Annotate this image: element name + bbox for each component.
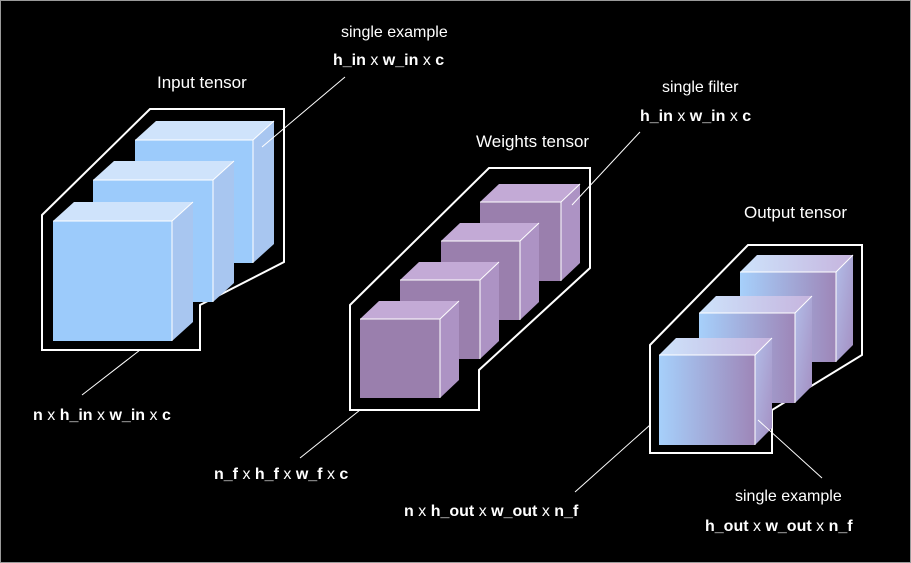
output-tensor [574, 244, 863, 493]
dim-n-f: n_f [828, 518, 853, 535]
dim-sep: x [541, 503, 550, 520]
input-single-example-label: single example [341, 24, 448, 41]
output-tensor-outline [649, 244, 863, 454]
weights-callout-line-top [571, 131, 641, 206]
output-callout-line-bottom [574, 424, 651, 493]
weights-filter-dims: h_in x w_in x c [640, 108, 751, 126]
dim-sep: x [283, 466, 292, 483]
dim-sep: x [422, 52, 431, 69]
weights-callout-line-bottom [299, 409, 361, 459]
dim-c: c [161, 407, 171, 424]
weights-tensor-title: Weights tensor [476, 132, 590, 151]
dim-h-out: h_out [430, 503, 475, 520]
dim-n: n [404, 503, 414, 520]
output-example-dims: h_out x w_out x n_f [705, 518, 853, 536]
weights-cube-1 [360, 300, 460, 398]
dim-sep: x [47, 407, 56, 424]
dim-sep: x [97, 407, 106, 424]
dim-n-f: n_f [214, 466, 238, 483]
output-tensor-title: Output tensor [744, 203, 848, 222]
dim-c: c [435, 52, 445, 69]
dim-h-in: h_in [59, 407, 93, 424]
dim-sep: x [149, 407, 158, 424]
dim-h-in: h_in [333, 52, 366, 69]
output-callout-line-example [757, 419, 823, 479]
input-tensor-outline [41, 108, 285, 351]
dim-w-in: w_in [382, 52, 419, 69]
output-tensor-dims: n x h_out x w_out x n_f [404, 503, 578, 521]
dim-h-f: h_f [254, 466, 279, 483]
input-tensor [41, 76, 346, 396]
dim-sep: x [326, 466, 335, 483]
dim-w-out: w_out [765, 518, 812, 535]
dim-n-f: n_f [554, 503, 579, 520]
dim-sep: x [370, 52, 379, 69]
dim-c: c [339, 466, 349, 483]
weights-tensor-outline [349, 167, 591, 411]
dim-sep: x [729, 108, 738, 125]
weights-single-filter-label: single filter [662, 79, 739, 96]
input-callout-line-bottom [81, 349, 141, 396]
weights-tensor [299, 131, 641, 459]
output-cube-1 [659, 337, 773, 445]
dim-h-in: h_in [640, 108, 673, 125]
dim-sep: x [816, 518, 825, 535]
input-callout-line-top [261, 76, 346, 148]
dim-w-in: w_in [689, 108, 726, 125]
output-single-example-label: single example [735, 488, 842, 505]
dim-sep: x [677, 108, 686, 125]
input-example-dims: h_in x w_in x c [333, 52, 444, 70]
input-cube-1 [53, 201, 194, 341]
dim-sep: x [478, 503, 487, 520]
dim-sep: x [418, 503, 427, 520]
dim-w-in: w_in [109, 407, 146, 424]
dim-sep: x [242, 466, 251, 483]
dim-w-out: w_out [491, 503, 538, 520]
dim-n: n [33, 407, 43, 424]
weights-tensor-dims: n_f x h_f x w_f x c [214, 466, 348, 484]
input-tensor-title: Input tensor [157, 73, 247, 92]
dim-sep: x [753, 518, 761, 535]
dim-h-out: h_out [705, 518, 749, 535]
dim-w-f: w_f [295, 466, 323, 483]
dim-c: c [742, 108, 752, 125]
input-tensor-dims: n x h_in x w_in x c [33, 407, 171, 425]
